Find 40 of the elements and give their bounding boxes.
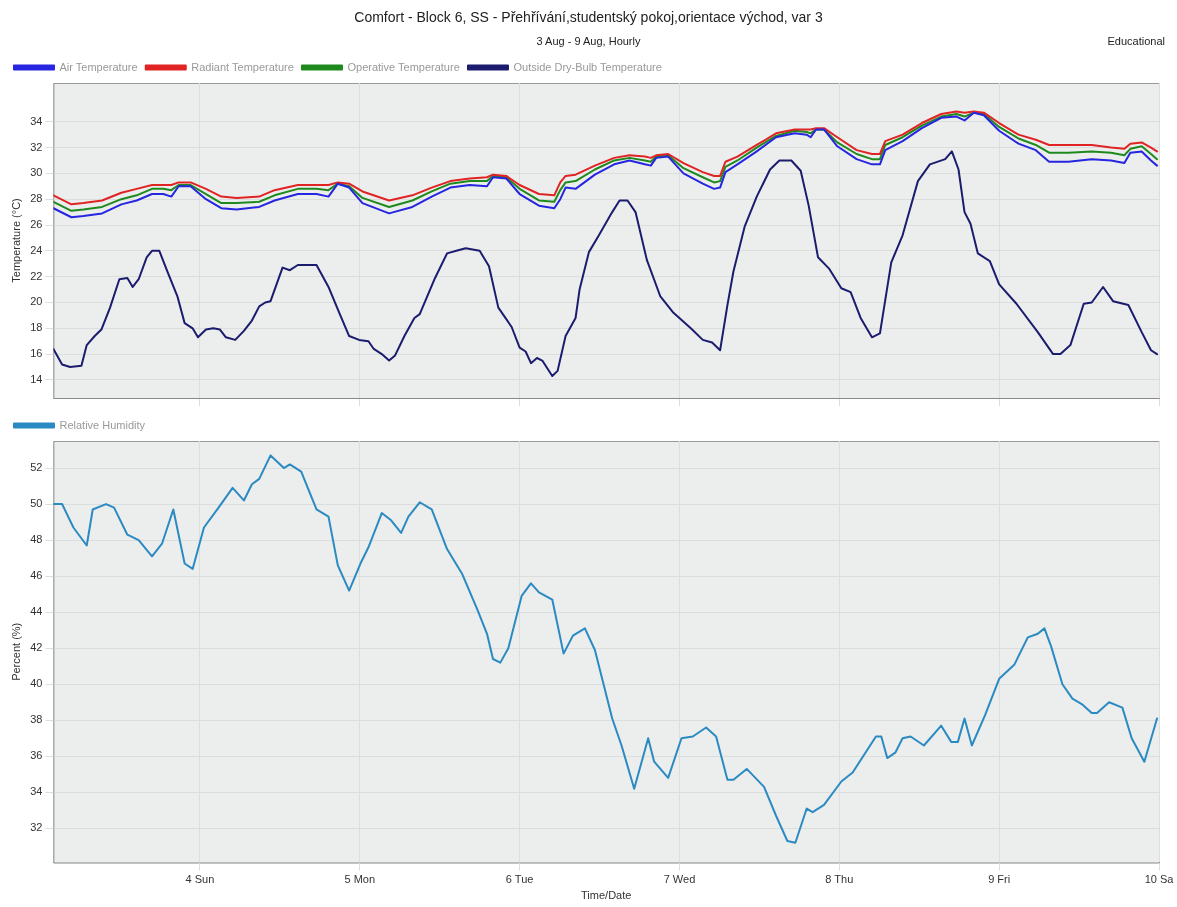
y-tick-label: 48 [30, 533, 43, 546]
y-tick-label: 22 [30, 269, 43, 282]
chart-subtitle: 3 Aug - 9 Aug, Hourly [536, 35, 641, 47]
x-axis-title: Time/Date [581, 889, 632, 902]
y-tick-label: 50 [30, 497, 43, 510]
chart-title: Comfort - Block 6, SS - Přehřívání,studentský pokoj,orientace východ, var 3 [353, 9, 824, 25]
legend-label: Radiant Temperature [191, 60, 294, 73]
y-tick-label: 52 [30, 461, 43, 474]
y-tick-label: 24 [30, 243, 43, 256]
y-tick-label: 32 [30, 140, 43, 153]
legend-label: Air Temperature [59, 60, 138, 73]
y-tick-label: 42 [30, 641, 43, 654]
legend-label: Outside Dry-Bulb Temperature [513, 60, 662, 73]
y-tick-label: 36 [30, 749, 43, 762]
legend-label: Operative Temperature [347, 60, 460, 73]
y-tick-label: 34 [30, 785, 43, 798]
text: Educational [1107, 35, 1165, 47]
y-tick-label: 46 [30, 569, 43, 582]
x-tick-label: 9 Fri [988, 873, 1011, 886]
y-axis-title: Temperature (°C) [9, 198, 22, 283]
x-tick-label: 6 Tue [505, 873, 534, 886]
y-tick-label: 20 [30, 295, 43, 308]
x-tick-label: 7 Wed [663, 873, 696, 886]
y-tick-label: 18 [30, 321, 43, 334]
legend-label: Relative Humidity [59, 418, 146, 431]
y-tick-label: 40 [30, 677, 43, 690]
y-tick-label: 34 [30, 114, 43, 127]
y-tick-label: 26 [30, 218, 43, 231]
x-tick-label: 10 Sa [1144, 873, 1175, 886]
y-axis-title: Percent (%) [9, 622, 22, 681]
y-tick-label: 38 [30, 713, 43, 726]
y-tick-label: 30 [30, 166, 43, 179]
y-tick-label: 14 [30, 372, 43, 385]
x-tick-label: 4 Sun [185, 873, 215, 886]
y-tick-label: 32 [30, 821, 43, 834]
x-tick-label: 8 Thu [825, 873, 854, 886]
y-tick-label: 44 [30, 605, 43, 618]
y-tick-label: 16 [30, 347, 43, 360]
x-tick-label: 5 Mon [344, 873, 376, 886]
y-tick-label: 28 [30, 192, 43, 205]
